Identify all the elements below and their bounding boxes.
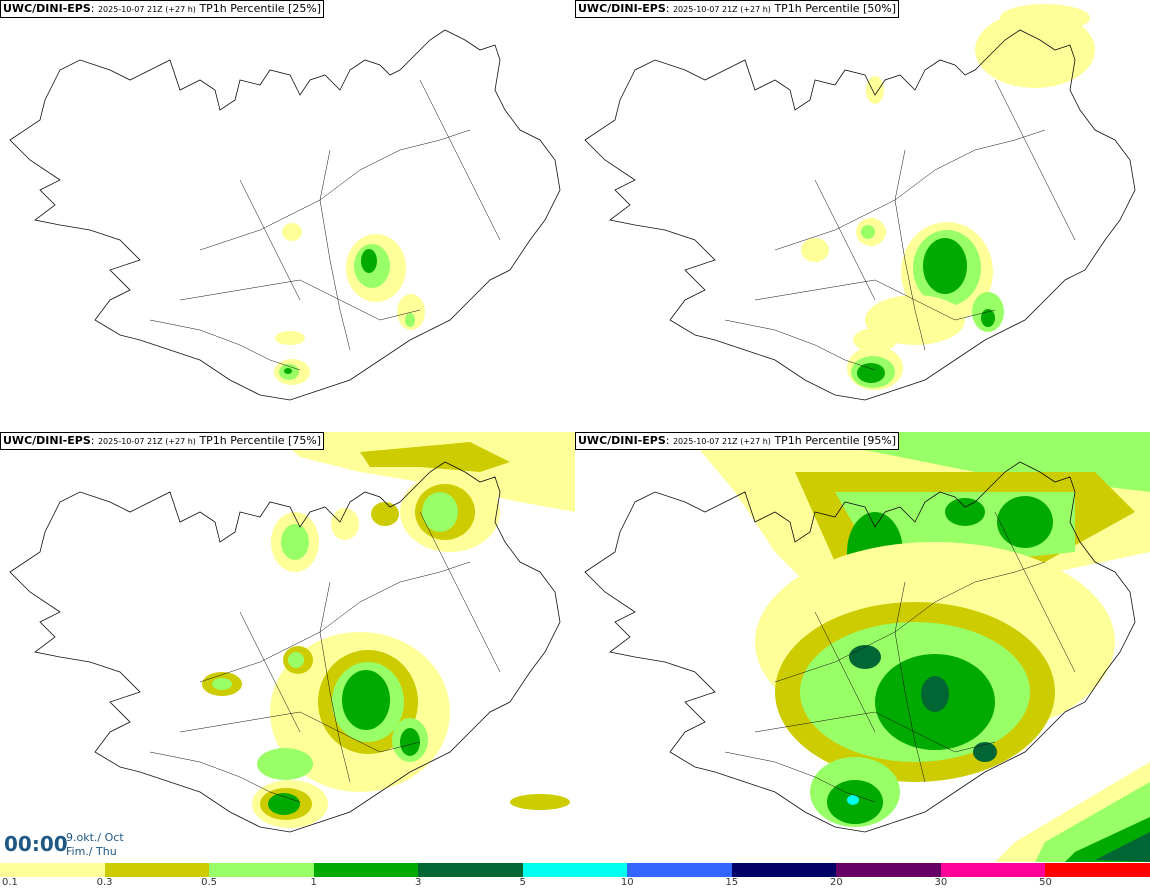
legend-swatch [940, 863, 1046, 877]
legend-label: 50 [1039, 877, 1052, 888]
legend-swatch [627, 863, 732, 877]
map-canvas-p50 [584, 4, 1136, 401]
precip-field-p95 [685, 432, 1150, 862]
map-panel-p95: UWC/DINI-EPS: 2025-10-07 21Z (+27 h) TP1… [575, 432, 1150, 862]
map-panel-p50: UWC/DINI-EPS: 2025-10-07 21Z (+27 h) TP1… [575, 0, 1150, 430]
legend-label: 10 [620, 877, 634, 888]
legend-swatch [522, 863, 628, 877]
legend-swatch [313, 863, 419, 877]
precip-field-p75 [202, 432, 575, 828]
legend-label: 0.5 [201, 877, 218, 888]
panel-title-p95: UWC/DINI-EPS: 2025-10-07 21Z (+27 h) TP1… [575, 432, 900, 450]
legend-label: 0.1 [2, 877, 18, 888]
color-legend: 0.1 0.3 0.5 1 3 5 10 15 20 30 50 [0, 863, 1150, 891]
precip-field-p25 [274, 223, 425, 385]
precip-field-p50 [801, 4, 1095, 390]
legend-label: 15 [725, 877, 739, 888]
legend-swatch [1045, 863, 1150, 877]
legend-swatch [418, 863, 523, 877]
legend-label: 0.3 [96, 877, 113, 888]
legend-label: 20 [829, 877, 843, 888]
legend-swatch [731, 863, 837, 877]
valid-day: Fim./ Thu [66, 845, 117, 858]
map-canvas-p75 [9, 432, 575, 833]
valid-date: 9.okt./ Oct [66, 831, 124, 844]
panel-title-p75: UWC/DINI-EPS: 2025-10-07 21Z (+27 h) TP1… [0, 432, 325, 450]
legend-label: 1 [310, 877, 317, 888]
map-canvas-p95 [584, 432, 1150, 862]
map-panel-p75: UWC/DINI-EPS: 2025-10-07 21Z (+27 h) TP1… [0, 432, 575, 862]
panel-title-p25: UWC/DINI-EPS: 2025-10-07 21Z (+27 h) TP1… [0, 0, 325, 18]
panel-title-p50: UWC/DINI-EPS: 2025-10-07 21Z (+27 h) TP1… [575, 0, 900, 18]
legend-swatch [0, 863, 105, 877]
legend-swatch [209, 863, 314, 877]
legend-label: 30 [934, 877, 948, 888]
map-panel-p25: UWC/DINI-EPS: 2025-10-07 21Z (+27 h) TP1… [0, 0, 575, 430]
legend-label: 5 [519, 877, 526, 888]
legend-swatch [836, 863, 941, 877]
legend-bar [0, 863, 1150, 877]
legend-label: 3 [414, 877, 422, 888]
legend-swatch [104, 863, 210, 877]
valid-time-box: 00:00 9.okt./ Oct Fim./ Thu [0, 826, 128, 862]
valid-time: 00:00 [4, 832, 68, 856]
map-canvas-p25 [9, 29, 561, 401]
